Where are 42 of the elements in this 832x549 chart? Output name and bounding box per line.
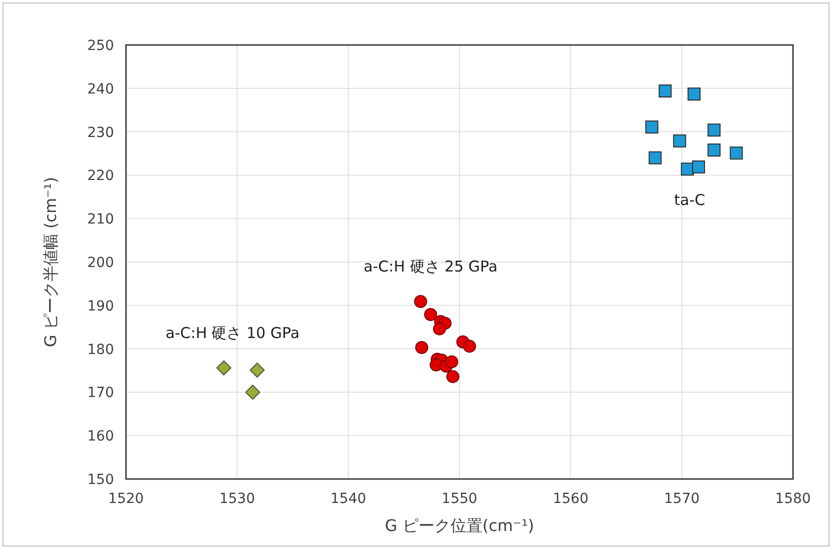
- point: [446, 370, 460, 384]
- y-tick-label: 240: [87, 81, 114, 98]
- point: [250, 362, 265, 378]
- x-tick-label: 1580: [775, 491, 811, 507]
- annotation: a-C:H 硬さ 25 GPa: [364, 257, 498, 276]
- x-axis-title: G ピーク位置(cm⁻¹): [384, 516, 534, 535]
- y-axis-title: G ピーク半値幅 (cm⁻¹): [41, 176, 60, 348]
- x-tick-label: 1570: [664, 491, 700, 507]
- y-tick-label: 230: [87, 124, 114, 141]
- point: [432, 322, 446, 336]
- y-tick-label: 210: [87, 212, 114, 228]
- point: [645, 120, 658, 134]
- point: [445, 355, 458, 368]
- y-tick-label: 200: [87, 255, 114, 271]
- point: [463, 340, 476, 353]
- point: [708, 124, 721, 137]
- y-tick-label: 160: [87, 428, 114, 445]
- point: [730, 146, 743, 160]
- point: [648, 151, 662, 164]
- y-tick-label: 170: [87, 385, 114, 402]
- point: [658, 84, 672, 98]
- point: [415, 341, 428, 354]
- point: [692, 160, 706, 174]
- x-tick-label: 1530: [219, 491, 255, 507]
- x-tick-label: 1520: [108, 491, 144, 507]
- point: [673, 134, 686, 148]
- y-tick-label: 250: [87, 38, 114, 54]
- annotation: ta-C: [674, 191, 706, 210]
- y-tick-label: 220: [87, 168, 114, 184]
- x-tick-label: 1540: [330, 491, 366, 507]
- x-tick-label: 1560: [552, 491, 588, 507]
- point: [708, 144, 721, 157]
- y-tick-label: 150: [87, 472, 114, 488]
- point: [414, 294, 428, 308]
- y-tick-label: 190: [87, 298, 114, 314]
- point: [688, 88, 701, 101]
- y-tick-label: 180: [87, 342, 114, 358]
- point: [424, 308, 438, 322]
- x-tick-label: 1550: [442, 491, 478, 507]
- point: [216, 360, 232, 376]
- annotation: a-C:H 硬さ 10 GPa: [166, 324, 300, 342]
- point: [245, 384, 260, 400]
